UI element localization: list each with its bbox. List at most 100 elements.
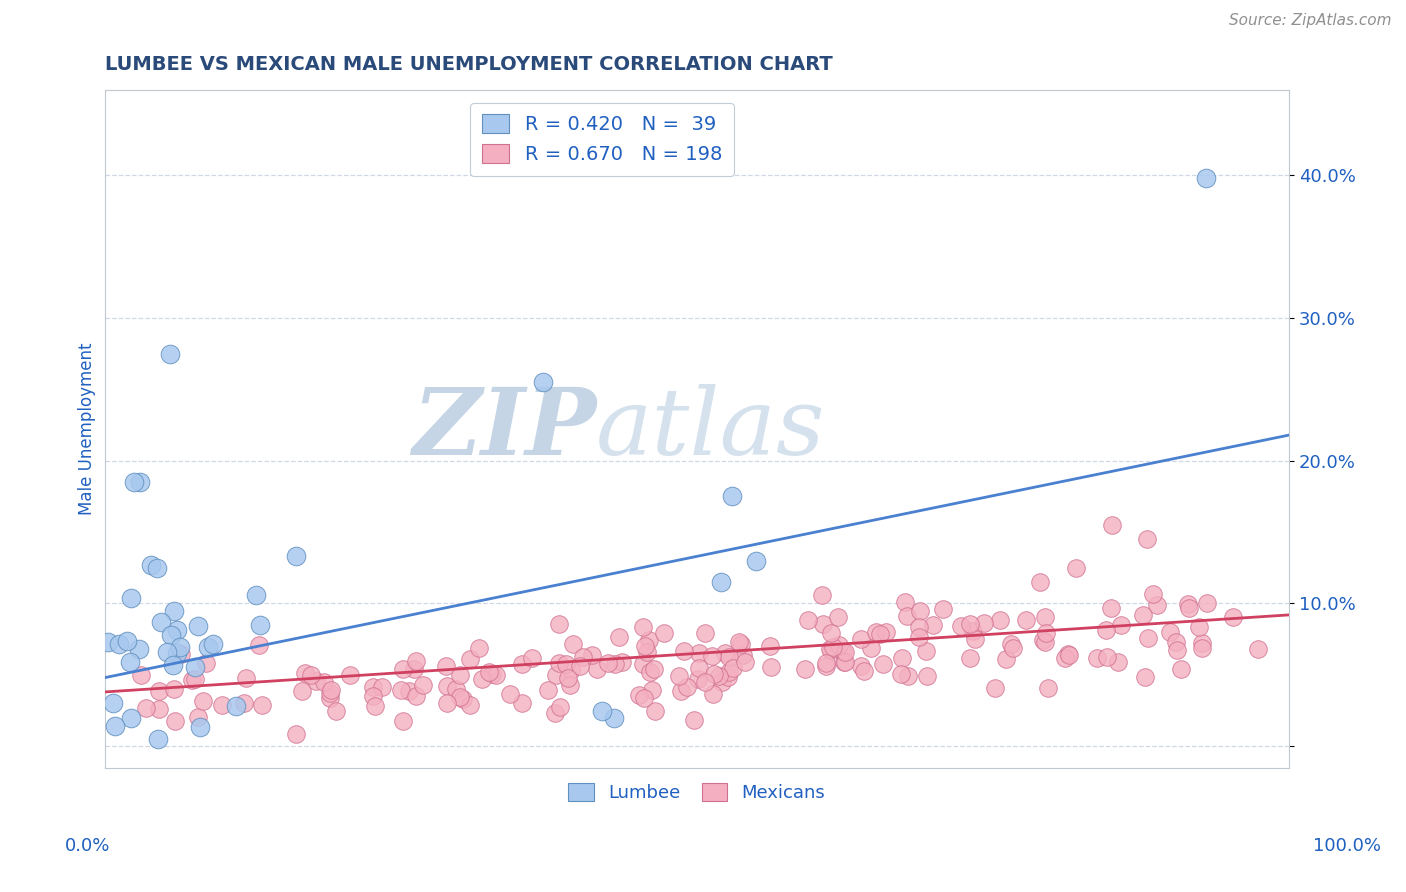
- Point: [1033, 609, 1056, 624]
- Text: Source: ZipAtlas.com: Source: ZipAtlas.com: [1229, 13, 1392, 29]
- Text: LUMBEE VS MEXICAN MALE UNEMPLOYMENT CORRELATION CHART: LUMBEE VS MEXICAN MALE UNEMPLOYMENT CORR…: [104, 55, 832, 74]
- Text: 0.0%: 0.0%: [65, 837, 110, 855]
- Point: [150, 615, 173, 629]
- Point: [146, 561, 169, 575]
- Point: [547, 656, 569, 670]
- Point: [319, 685, 342, 699]
- Point: [643, 662, 665, 676]
- Point: [897, 669, 920, 683]
- Point: [890, 667, 912, 681]
- Point: [713, 647, 735, 661]
- Point: [120, 711, 142, 725]
- Point: [548, 700, 571, 714]
- Point: [1191, 640, 1213, 655]
- Point: [612, 656, 634, 670]
- Point: [638, 665, 661, 679]
- Point: [959, 617, 981, 632]
- Point: [859, 640, 882, 655]
- Point: [522, 651, 544, 665]
- Point: [117, 633, 139, 648]
- Point: [633, 619, 655, 633]
- Point: [820, 643, 842, 657]
- Point: [510, 696, 533, 710]
- Point: [166, 646, 188, 660]
- Point: [1029, 575, 1052, 590]
- Point: [1001, 641, 1024, 656]
- Point: [325, 704, 347, 718]
- Point: [908, 630, 931, 644]
- Point: [759, 639, 782, 653]
- Point: [451, 692, 474, 706]
- Point: [1135, 670, 1157, 684]
- Point: [908, 620, 931, 634]
- Point: [184, 659, 207, 673]
- Point: [1035, 635, 1057, 649]
- Point: [318, 691, 340, 706]
- Point: [1142, 587, 1164, 601]
- Point: [139, 558, 162, 573]
- Point: [893, 595, 915, 609]
- Point: [872, 657, 894, 672]
- Point: [562, 637, 585, 651]
- Point: [163, 714, 186, 729]
- Point: [636, 644, 658, 658]
- Point: [162, 657, 184, 672]
- Point: [398, 684, 420, 698]
- Point: [181, 673, 204, 688]
- Point: [821, 640, 844, 655]
- Point: [470, 672, 492, 686]
- Point: [225, 698, 247, 713]
- Point: [458, 698, 481, 712]
- Point: [591, 704, 613, 718]
- Point: [444, 681, 467, 696]
- Point: [1146, 599, 1168, 613]
- Point: [710, 575, 733, 590]
- Point: [609, 630, 631, 644]
- Point: [312, 674, 335, 689]
- Point: [731, 648, 754, 662]
- Point: [162, 604, 184, 618]
- Point: [631, 657, 654, 671]
- Point: [721, 661, 744, 675]
- Point: [436, 659, 458, 673]
- Point: [468, 641, 491, 656]
- Point: [305, 673, 328, 688]
- Point: [118, 656, 141, 670]
- Point: [249, 617, 271, 632]
- Point: [104, 719, 127, 733]
- Point: [1000, 637, 1022, 651]
- Point: [586, 662, 609, 676]
- Point: [148, 702, 170, 716]
- Point: [148, 683, 170, 698]
- Point: [959, 651, 981, 665]
- Point: [875, 625, 897, 640]
- Point: [915, 668, 938, 682]
- Point: [405, 689, 427, 703]
- Point: [544, 668, 567, 682]
- Point: [294, 665, 316, 680]
- Point: [702, 687, 724, 701]
- Point: [1107, 655, 1129, 669]
- Point: [1032, 633, 1054, 648]
- Text: ZIP: ZIP: [412, 384, 596, 474]
- Point: [818, 642, 841, 657]
- Point: [869, 627, 891, 641]
- Point: [853, 664, 876, 678]
- Point: [811, 616, 834, 631]
- Point: [1247, 642, 1270, 657]
- Point: [485, 668, 508, 682]
- Point: [761, 660, 783, 674]
- Point: [734, 655, 756, 669]
- Point: [568, 659, 591, 673]
- Point: [1111, 618, 1133, 632]
- Point: [834, 655, 856, 669]
- Point: [160, 628, 183, 642]
- Point: [197, 640, 219, 655]
- Point: [1054, 651, 1077, 665]
- Point: [965, 632, 987, 647]
- Point: [797, 613, 820, 627]
- Point: [339, 668, 361, 682]
- Point: [652, 626, 675, 640]
- Point: [201, 637, 224, 651]
- Point: [481, 667, 503, 681]
